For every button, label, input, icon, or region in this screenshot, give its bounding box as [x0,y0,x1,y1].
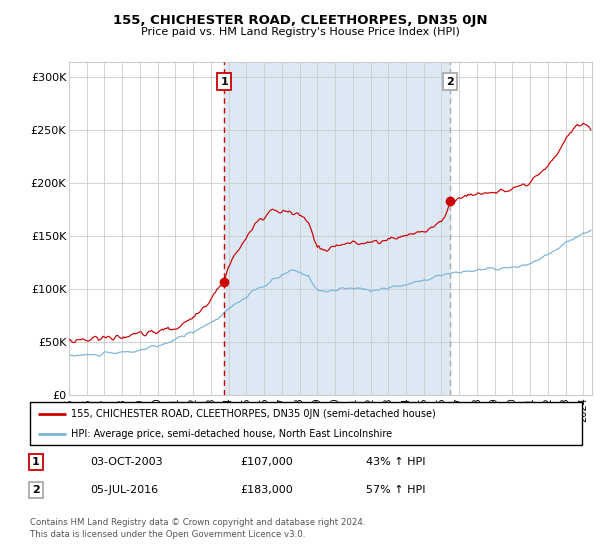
Text: Contains HM Land Registry data © Crown copyright and database right 2024.
This d: Contains HM Land Registry data © Crown c… [30,518,365,539]
Text: 155, CHICHESTER ROAD, CLEETHORPES, DN35 0JN (semi-detached house): 155, CHICHESTER ROAD, CLEETHORPES, DN35 … [71,409,436,419]
Text: 43% ↑ HPI: 43% ↑ HPI [366,457,425,467]
Text: £107,000: £107,000 [240,457,293,467]
FancyBboxPatch shape [30,402,582,445]
Text: 155, CHICHESTER ROAD, CLEETHORPES, DN35 0JN: 155, CHICHESTER ROAD, CLEETHORPES, DN35 … [113,14,487,27]
Text: 05-JUL-2016: 05-JUL-2016 [90,485,158,495]
Text: 1: 1 [220,77,228,87]
Text: 1: 1 [32,457,40,467]
Text: £183,000: £183,000 [240,485,293,495]
Text: 57% ↑ HPI: 57% ↑ HPI [366,485,425,495]
Text: 2: 2 [446,77,454,87]
Text: 03-OCT-2003: 03-OCT-2003 [90,457,163,467]
Text: 2: 2 [32,485,40,495]
Bar [224,62,451,395]
Text: Price paid vs. HM Land Registry's House Price Index (HPI): Price paid vs. HM Land Registry's House … [140,27,460,37]
Text: HPI: Average price, semi-detached house, North East Lincolnshire: HPI: Average price, semi-detached house,… [71,428,392,438]
